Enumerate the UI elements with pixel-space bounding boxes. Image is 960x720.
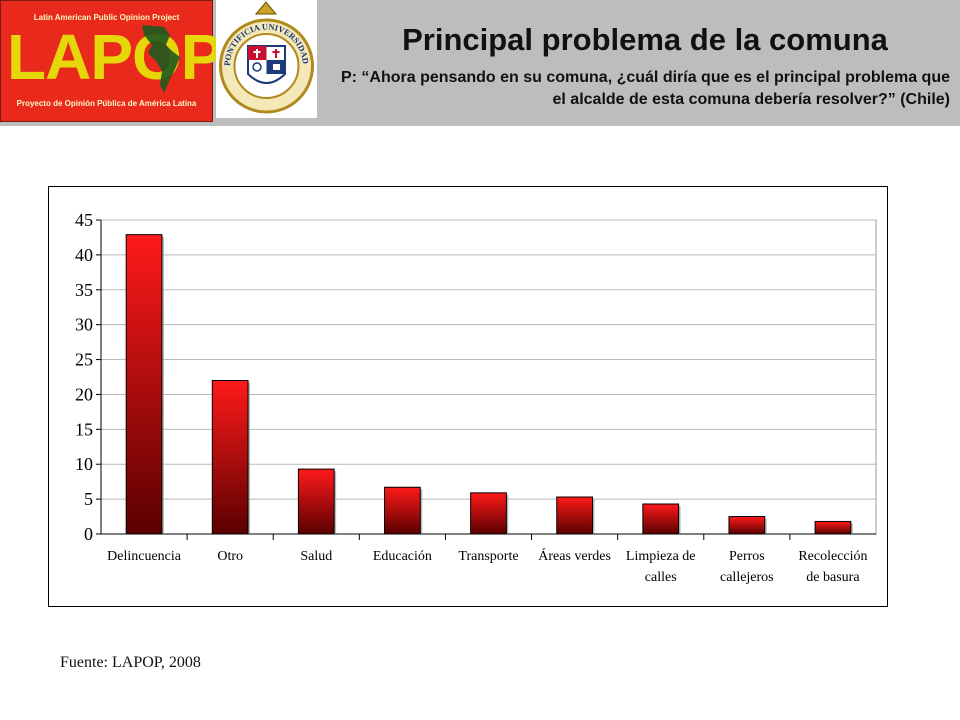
americas-map-icon: [142, 25, 180, 93]
lapop-logo-top-text: Latin American Public Opinion Project: [33, 13, 180, 22]
lapop-logo-word: LAPOP: [7, 21, 223, 93]
header-banner: Latin American Public Opinion Project LA…: [0, 0, 960, 126]
y-tick-label: 45: [75, 210, 93, 230]
x-tick-label: Educación: [373, 549, 432, 564]
bar: [297, 468, 335, 535]
x-tick-label: Recolección: [798, 549, 867, 564]
university-seal: PONTIFICIA UNIVERSIDAD CATÓLICA DE CHILE: [213, 0, 317, 118]
page-title: Principal problema de la comuna: [402, 22, 888, 57]
y-tick-label: 25: [75, 350, 93, 370]
bar: [814, 520, 852, 535]
x-tick-label: callejeros: [720, 570, 774, 585]
y-tick-label: 20: [75, 384, 93, 404]
source-note: Fuente: LAPOP, 2008: [60, 654, 201, 671]
x-tick-label: Salud: [300, 549, 332, 564]
x-tick-label: Perros: [729, 549, 765, 564]
y-tick-label: 5: [84, 489, 93, 509]
x-tick-label: Delincuencia: [107, 549, 182, 564]
lapop-logo: Latin American Public Opinion Project LA…: [0, 0, 223, 122]
y-tick-label: 35: [75, 280, 93, 300]
y-tick-label: 40: [75, 245, 93, 265]
y-tick-label: 10: [75, 454, 93, 474]
bar-chart: 0 5 10 15 20 25 30 35 40 45 Delincuencia Otro Salud E…: [75, 210, 877, 585]
university-seal-icon: PONTIFICIA UNIVERSIDAD CATÓLICA DE CHILE: [213, 0, 314, 114]
x-tick-label: Áreas verdes: [538, 547, 611, 564]
y-tick-label: 0: [84, 524, 93, 544]
bar: [728, 516, 766, 535]
x-tick-label: Limpieza de: [626, 549, 696, 564]
chart-frame: 0 5 10 15 20 25 30 35 40 45 Delincuencia Otro Salud E…: [48, 186, 888, 607]
x-tick-label: Transporte: [458, 549, 518, 564]
bar: [556, 496, 593, 535]
bar: [384, 486, 421, 535]
bar: [211, 379, 249, 535]
y-tick-label: 30: [75, 315, 93, 335]
x-tick-label: Otro: [217, 549, 243, 564]
bar: [125, 234, 163, 535]
question-subtitle: P: “Ahora pensando en su comuna, ¿cuál d…: [340, 69, 950, 108]
bar: [470, 492, 507, 535]
x-tick-label: de basura: [806, 570, 860, 585]
y-tick-label: 15: [75, 419, 93, 439]
x-tick-label: calles: [645, 570, 677, 585]
bar: [642, 503, 680, 535]
lapop-logo-bottom-text: Proyecto de Opinión Pública de América L…: [16, 99, 197, 108]
